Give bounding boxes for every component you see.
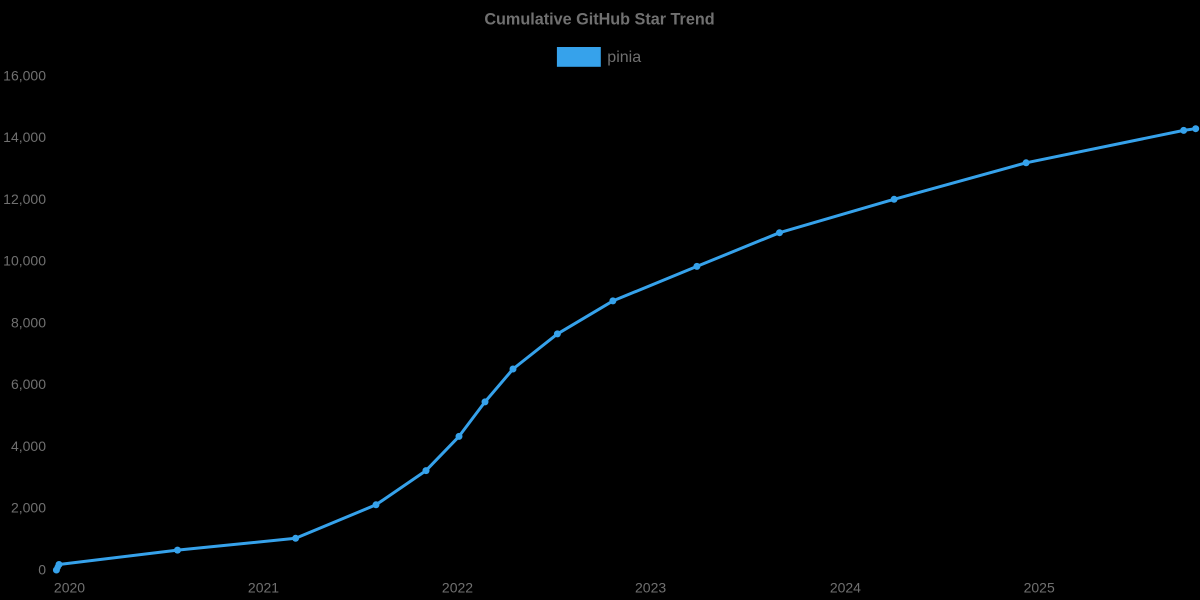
svg-text:6,000: 6,000	[11, 376, 46, 392]
svg-text:2,000: 2,000	[11, 500, 46, 516]
svg-text:2024: 2024	[830, 580, 861, 596]
svg-text:2020: 2020	[54, 580, 85, 596]
svg-text:2023: 2023	[635, 580, 666, 596]
svg-text:12,000: 12,000	[3, 191, 46, 207]
svg-text:16,000: 16,000	[3, 67, 46, 83]
svg-text:Cumulative GitHub Star Trend: Cumulative GitHub Star Trend	[484, 11, 714, 29]
svg-text:10,000: 10,000	[3, 253, 46, 269]
svg-text:2021: 2021	[248, 580, 279, 596]
svg-text:2025: 2025	[1024, 580, 1055, 596]
svg-text:2022: 2022	[442, 580, 473, 596]
svg-text:8,000: 8,000	[11, 314, 46, 330]
svg-text:pinia: pinia	[607, 49, 641, 66]
svg-text:14,000: 14,000	[3, 129, 46, 145]
svg-text:4,000: 4,000	[11, 438, 46, 454]
svg-text:0: 0	[38, 561, 46, 577]
